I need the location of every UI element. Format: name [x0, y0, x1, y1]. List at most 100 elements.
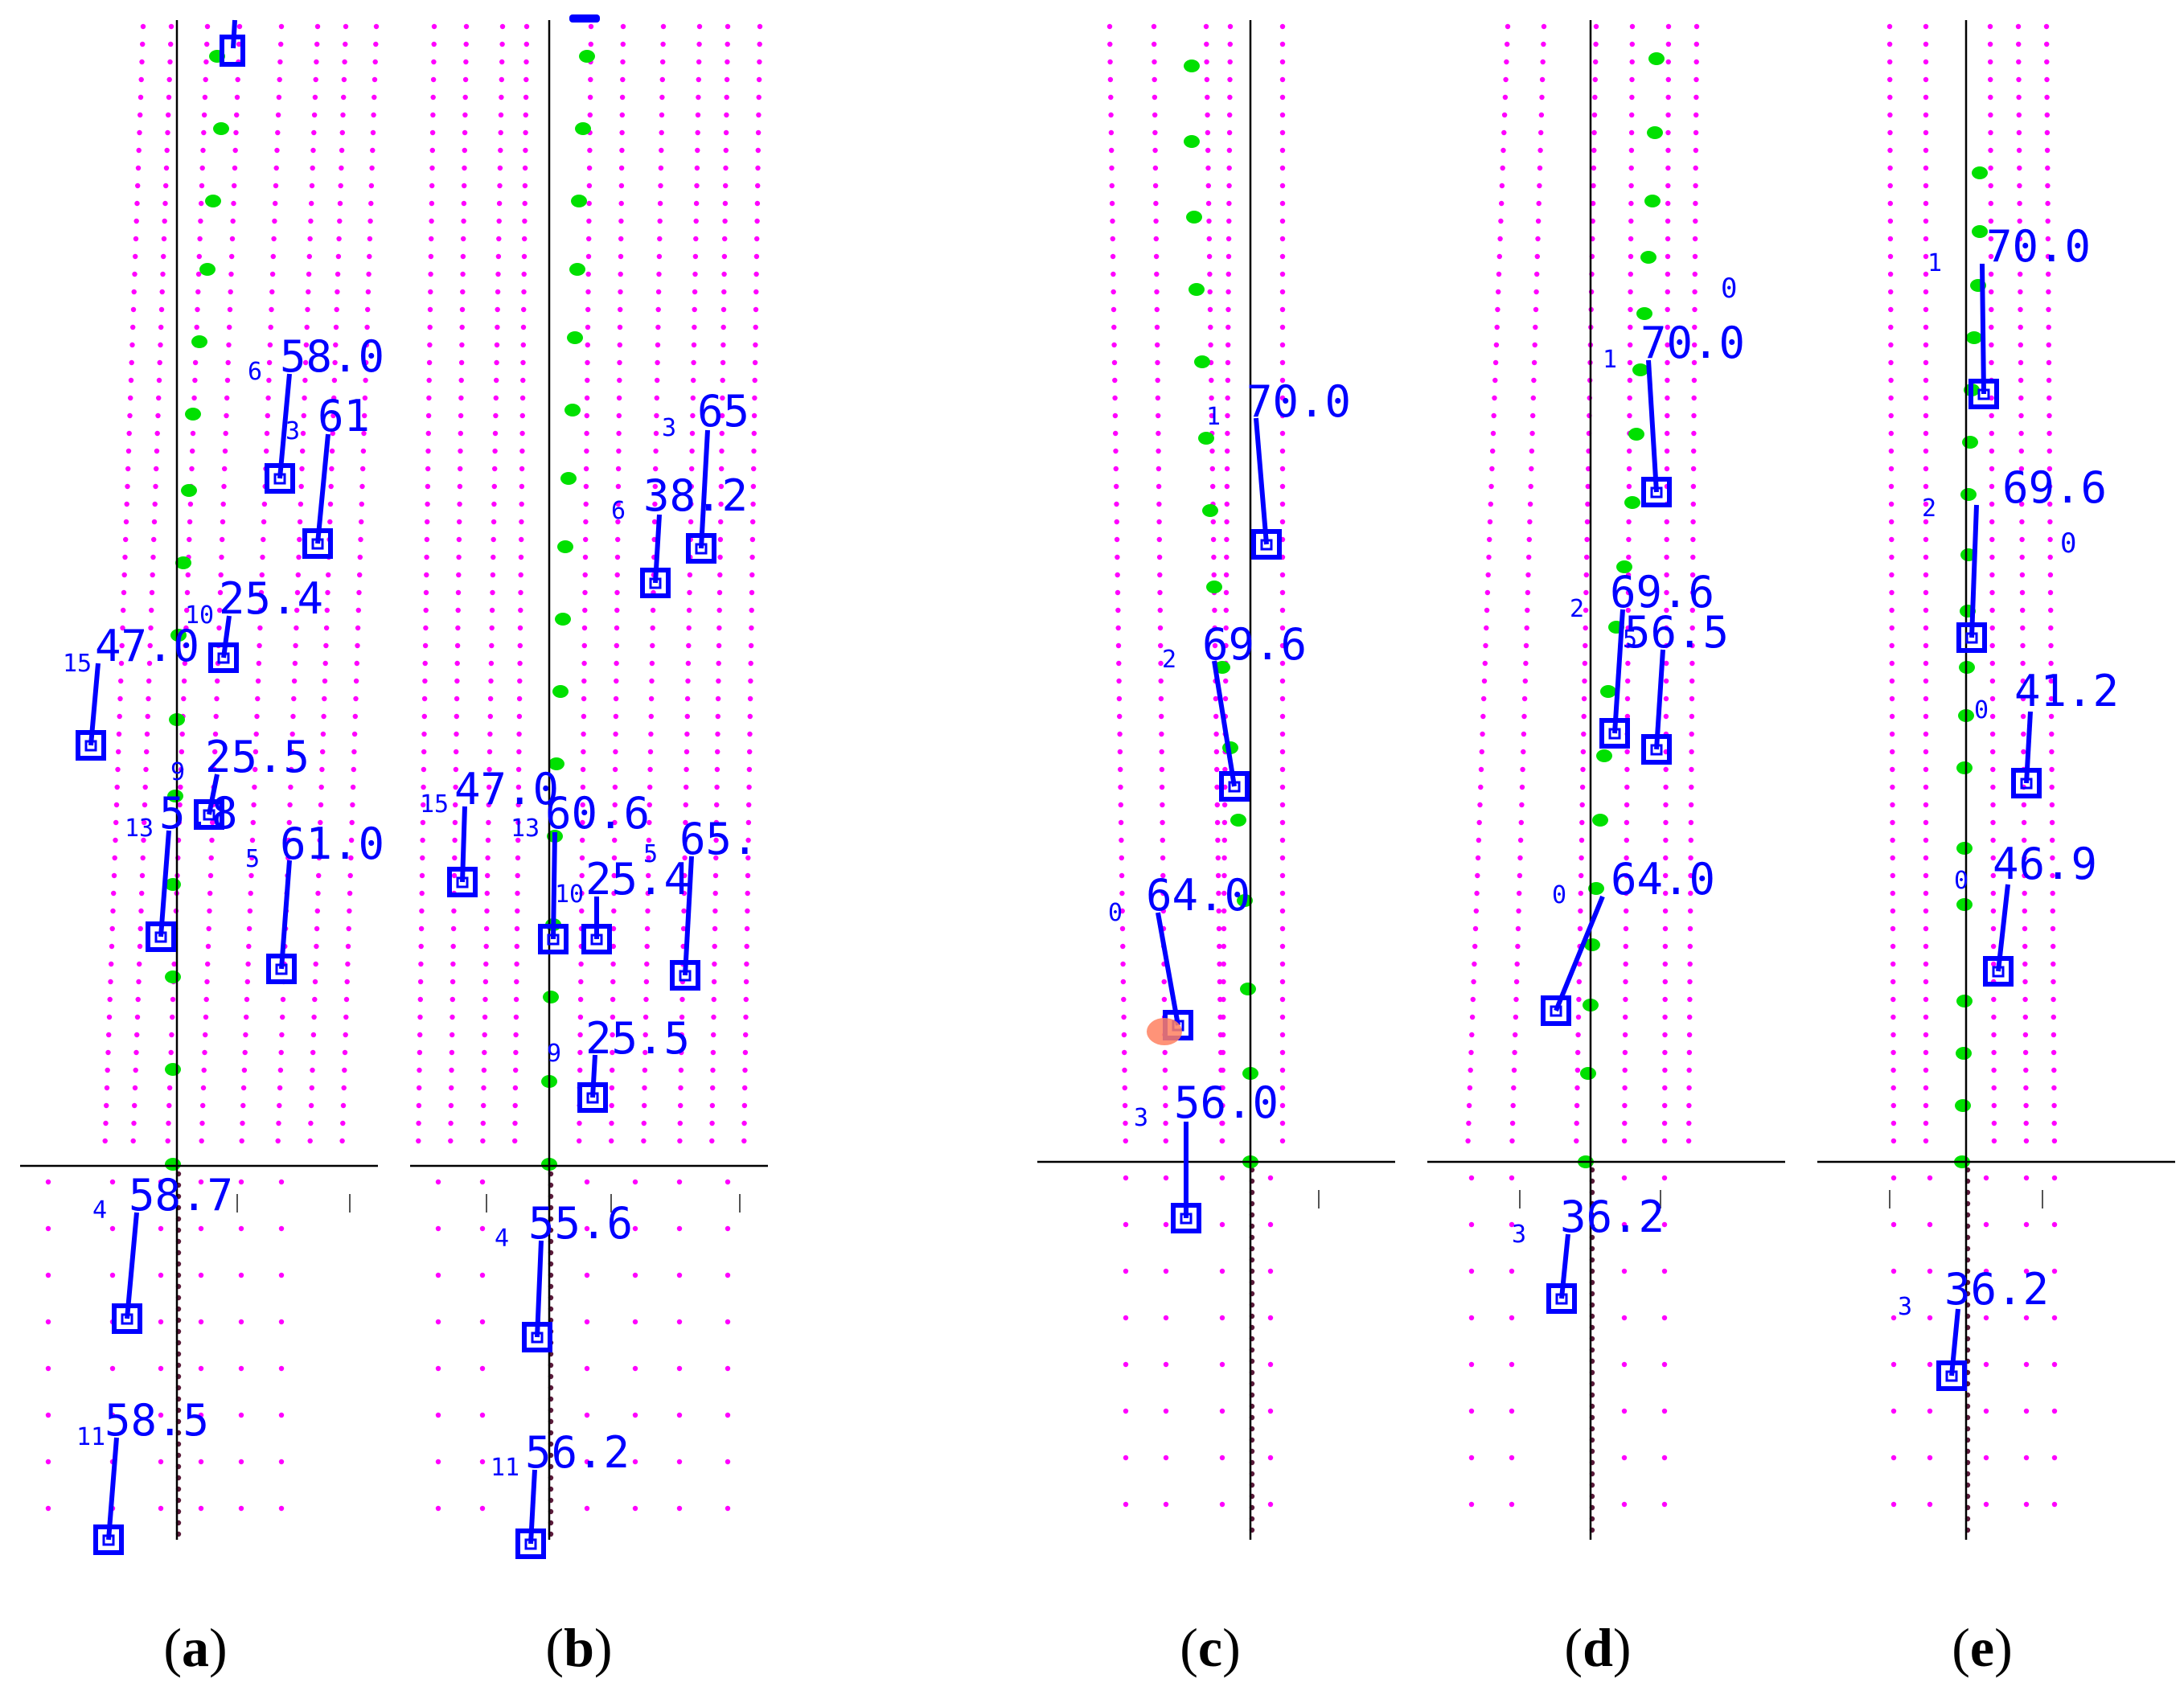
grid-column — [1923, 448, 1929, 454]
grid-column — [232, 147, 238, 154]
grid-column — [343, 1032, 348, 1038]
grid-column — [347, 908, 352, 914]
grid-column — [261, 536, 266, 543]
grid-column — [616, 448, 622, 454]
grid-column — [460, 253, 466, 260]
grid-column — [1582, 660, 1588, 667]
grid-column — [222, 466, 228, 472]
grid-column — [1279, 448, 1286, 454]
grid-column — [1585, 483, 1591, 490]
grid-column — [1923, 607, 1929, 613]
grid-column — [357, 554, 363, 560]
grid-dot — [1983, 1221, 1989, 1228]
grid-column — [148, 625, 154, 631]
track-value: 58.5 — [105, 1395, 209, 1446]
grid-column — [515, 890, 520, 897]
grid-column — [713, 837, 719, 843]
grid-dot — [725, 1412, 731, 1418]
grid-column — [586, 218, 592, 224]
grid-column — [722, 236, 728, 242]
grid-column — [332, 359, 338, 366]
grid-column — [1221, 872, 1227, 879]
grid-column — [1622, 1085, 1628, 1091]
grid-column — [691, 342, 697, 348]
grid-dot — [435, 1365, 441, 1372]
grid-column — [1687, 961, 1693, 967]
grid-dot — [238, 1365, 244, 1372]
grid-column — [2016, 76, 2022, 83]
grid-column — [577, 996, 584, 1003]
grid-column — [517, 642, 523, 649]
track-line — [1969, 504, 1979, 638]
grid-column — [617, 324, 623, 330]
lane-dot — [1202, 504, 1218, 517]
grid-column — [1890, 890, 1895, 897]
grid-column — [753, 324, 758, 330]
grid-column — [660, 41, 666, 47]
grid-column — [1591, 165, 1597, 171]
grid-column — [741, 1138, 747, 1144]
grid-column — [1480, 713, 1486, 720]
grid-column — [679, 1014, 685, 1020]
track-id: 3 — [285, 417, 300, 445]
track-id: 3 — [662, 414, 676, 442]
grid-column — [2044, 59, 2050, 65]
grid-column — [1577, 925, 1583, 932]
grid-column — [1622, 1120, 1628, 1126]
grid-column — [612, 819, 618, 826]
grid-column — [1692, 324, 1698, 330]
track-value: 64.0 — [1146, 870, 1250, 921]
grid-column — [127, 412, 133, 419]
grid-column — [1622, 1067, 1628, 1073]
grid-column — [1156, 448, 1161, 454]
grid-column — [1578, 837, 1585, 843]
grid-column — [498, 112, 504, 118]
grid-column — [1211, 572, 1217, 578]
grid-column — [1465, 1138, 1471, 1144]
grid-column — [151, 519, 158, 525]
grid-column — [248, 890, 253, 897]
grid-column — [720, 324, 726, 330]
grid-column — [280, 1014, 285, 1020]
grid-dot — [198, 1225, 204, 1232]
grid-column — [1205, 200, 1212, 207]
grid-column — [450, 925, 457, 932]
track: 56.03 — [1134, 1077, 1279, 1233]
track-box-inner — [695, 543, 708, 555]
grid-column — [694, 183, 700, 189]
grid-column — [513, 1067, 519, 1073]
grid-column — [1923, 925, 1929, 932]
grid-dot — [2023, 1361, 2030, 1368]
grid-column — [490, 589, 495, 596]
grid-column — [308, 1102, 314, 1109]
grid-column — [273, 165, 279, 171]
grid-column — [716, 589, 723, 596]
grid-column — [114, 784, 120, 790]
grid-column — [199, 1120, 205, 1126]
grid-column — [452, 837, 458, 843]
track-value: 25.5 — [585, 1013, 690, 1064]
grid-column — [618, 218, 624, 224]
grid-column — [696, 41, 702, 47]
grid-column — [1579, 819, 1585, 826]
grid-column — [1510, 1102, 1516, 1109]
grid-column — [1889, 696, 1895, 702]
grid-column — [454, 696, 460, 702]
grid-column — [230, 218, 236, 224]
grid-dot — [278, 1412, 285, 1418]
track-id: 3 — [1134, 1104, 1148, 1132]
grid-column — [1923, 943, 1929, 950]
grid-column — [1113, 430, 1119, 437]
track-box — [670, 960, 700, 991]
grid-column — [194, 324, 199, 330]
grid-column — [612, 766, 618, 773]
grid-column — [2045, 218, 2051, 224]
track-line — [1254, 417, 1269, 545]
track-box — [522, 1322, 552, 1352]
grid-column — [1923, 519, 1929, 525]
grid-column — [327, 501, 334, 507]
grid-column — [716, 625, 722, 631]
grid-column — [228, 271, 234, 277]
grid-dot — [1927, 1455, 1933, 1461]
grid-column — [489, 642, 495, 649]
